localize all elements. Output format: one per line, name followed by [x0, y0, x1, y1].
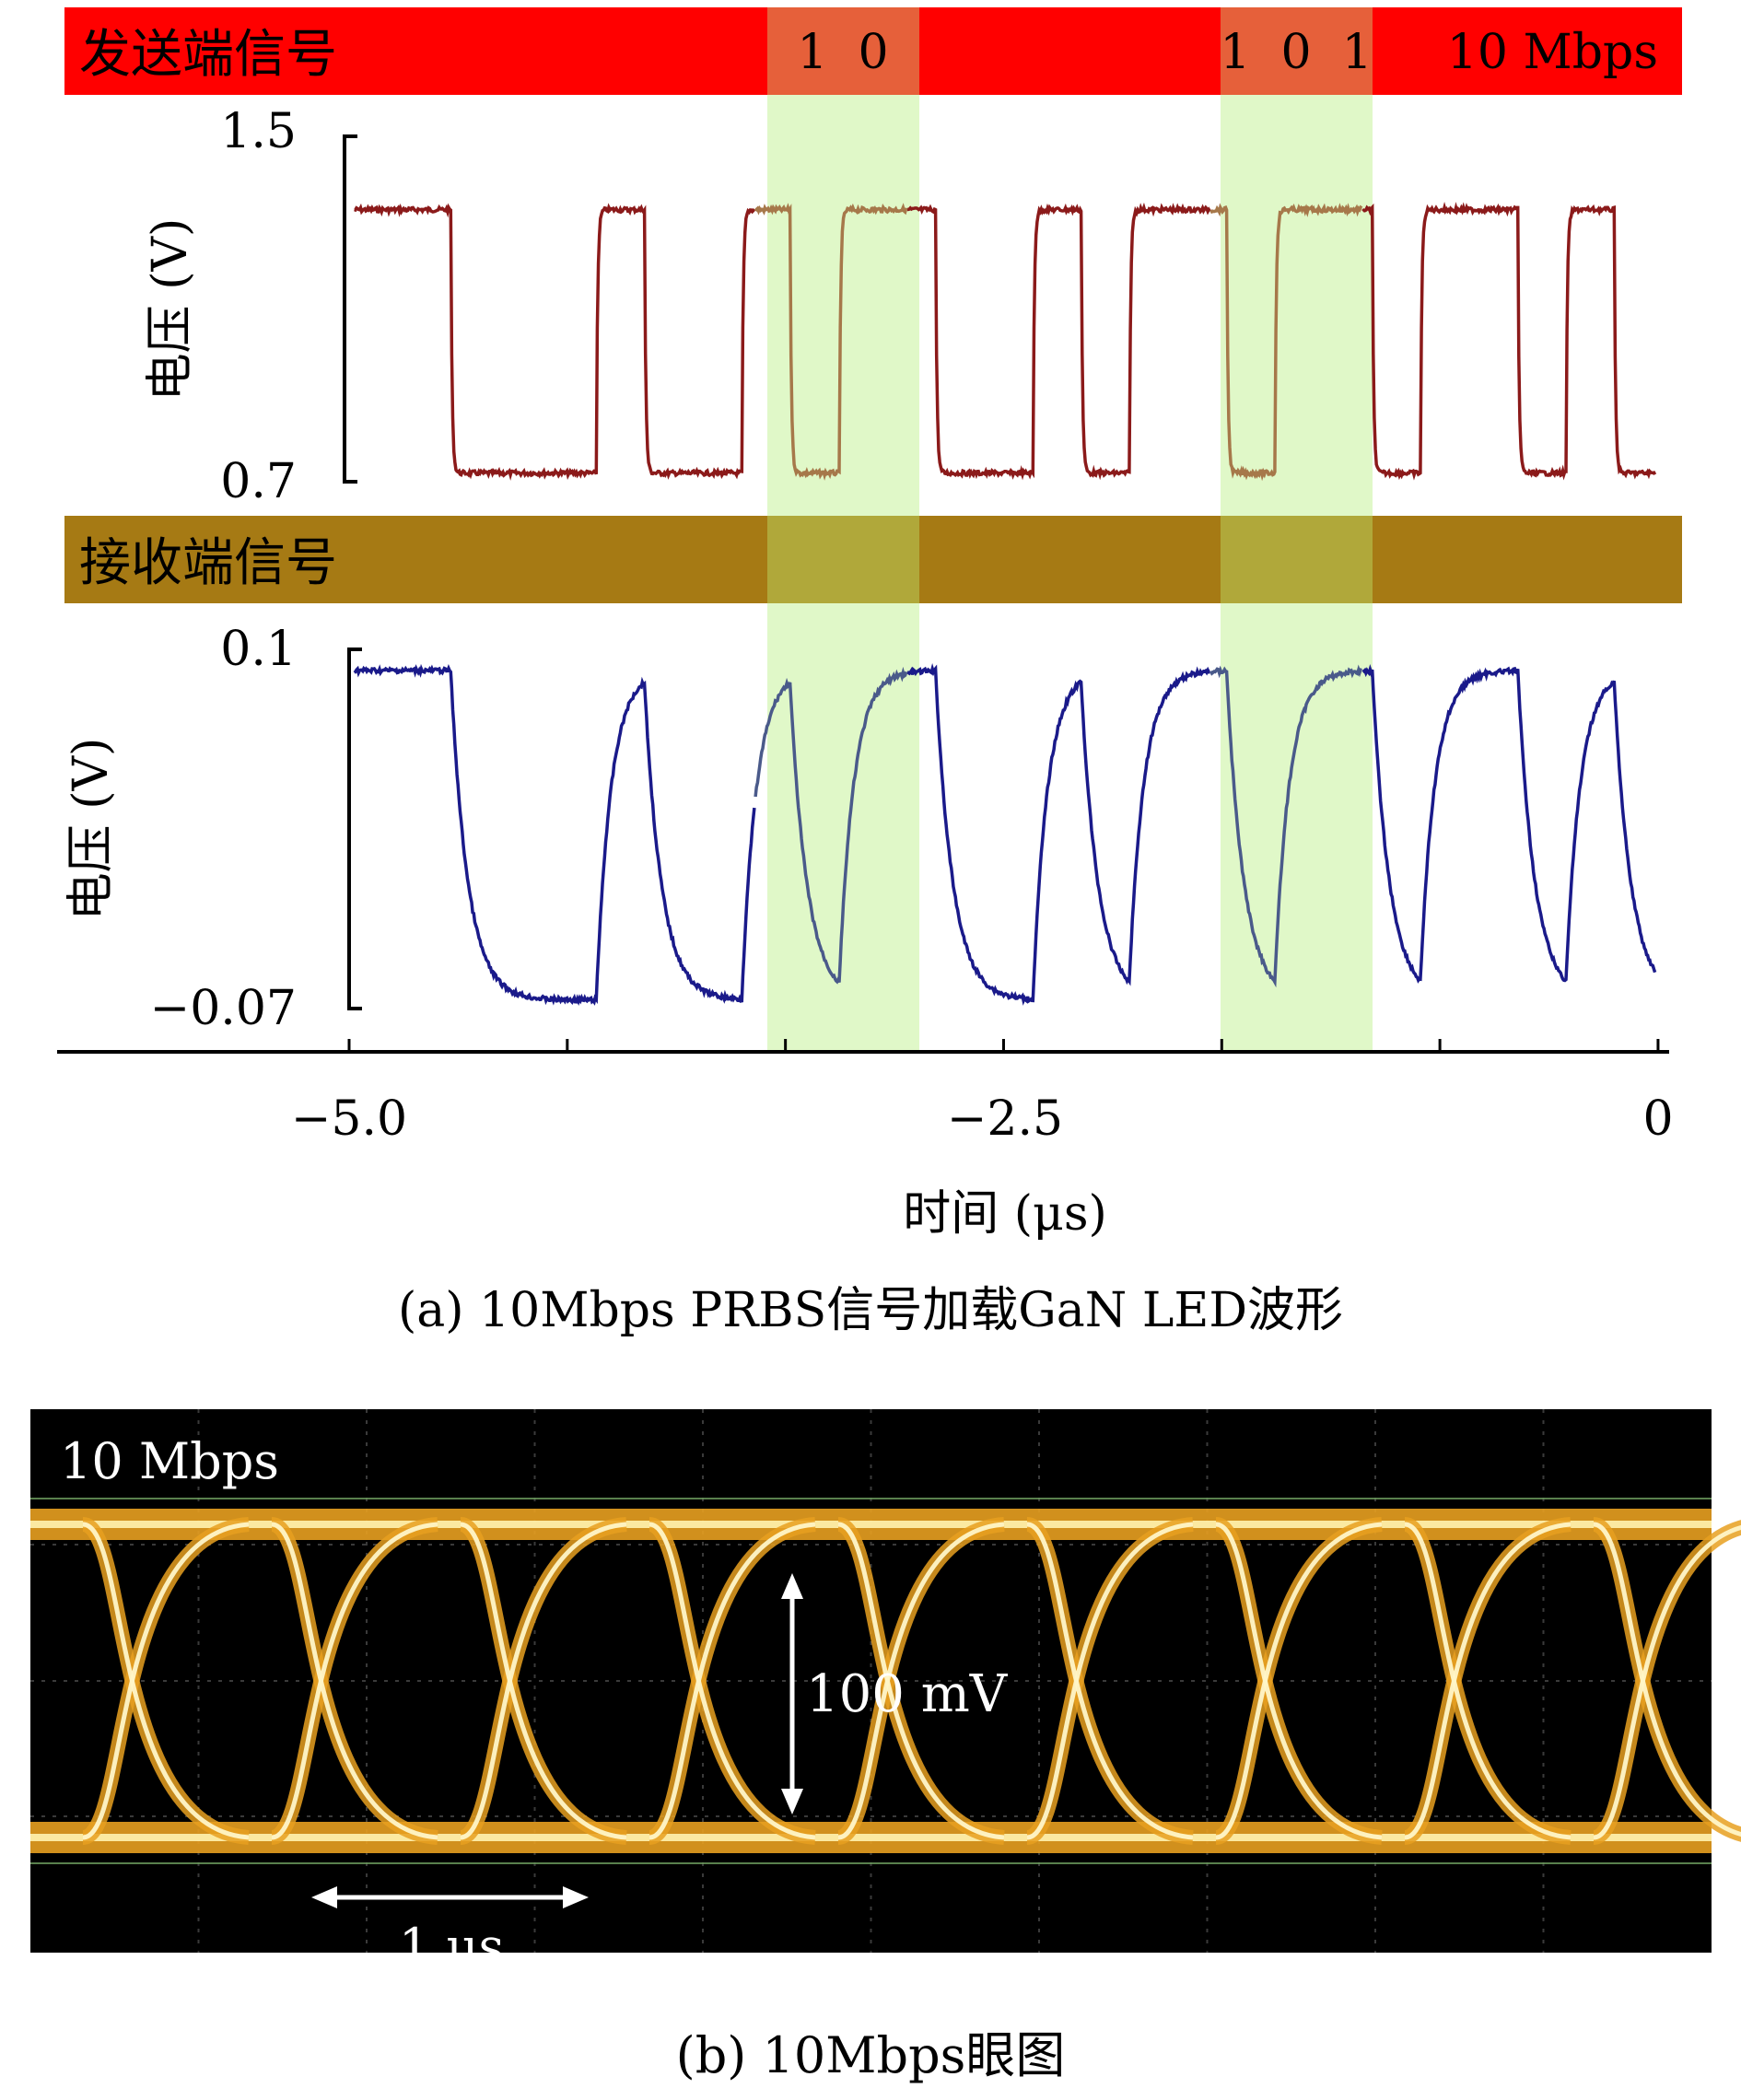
eye-fall-core [1404, 1522, 1572, 1840]
caption-a: (a) 10Mbps PRBS信号加载GaN LED波形 [398, 1283, 1343, 1338]
tx-band-highlight-1 [767, 7, 919, 95]
rate-label: 10 Mbps [1447, 25, 1658, 80]
amplitude-label: 100 mV [806, 1664, 1009, 1724]
panel-b-eye-diagram: 10 Mbps 100 mV 1 μs [30, 1409, 1741, 1976]
rx-ylabel: 电压 (V) [64, 738, 119, 921]
xtick-label-start: −5.0 [291, 1091, 407, 1147]
eye-fall-core [82, 1522, 250, 1840]
eye-fall-core [837, 1522, 1005, 1840]
rx-y-axis [347, 648, 362, 1010]
eye-fall-core [1026, 1522, 1194, 1840]
xtick-label-end: 0 [1642, 1091, 1673, 1147]
tx-trace [354, 202, 1657, 481]
rx-ytick-top: 0.1 [220, 622, 297, 677]
eye-traces [30, 1498, 1741, 1864]
tx-ylabel: 电压 (V) [143, 218, 198, 402]
eye-fall-core [1215, 1522, 1383, 1840]
x-axis-label: 时间 (μs) [903, 1186, 1107, 1242]
time-label: 1 μs [399, 1918, 504, 1976]
eye-fall-core [271, 1522, 438, 1840]
rx-band-label: 接收端信号 [79, 533, 337, 593]
tx-band-label: 发送端信号 [79, 25, 337, 85]
rx-trace [353, 663, 1657, 1006]
eye-fall-core [460, 1522, 627, 1840]
eye-fall-core [648, 1522, 816, 1840]
tx-trace-highlighted [754, 203, 1363, 482]
rx-ytick-bottom: −0.07 [150, 981, 297, 1036]
amplitude-arrow [781, 1573, 803, 1814]
tx-band-highlight-2 [1221, 7, 1373, 95]
eye-grid [30, 1409, 1712, 1953]
tx-ytick-bottom: 0.7 [220, 454, 297, 509]
caption-b: (b) 10Mbps眼图 [676, 2026, 1066, 2084]
x-axis-ticks [347, 1039, 1660, 1052]
tx-ytick-top: 1.5 [220, 104, 297, 159]
rx-band-highlight-1 [767, 516, 919, 603]
xtick-label-mid: −2.5 [947, 1091, 1063, 1147]
time-arrow [311, 1886, 589, 1908]
tx-bits-1: 1 0 [797, 25, 888, 80]
tx-y-axis [343, 134, 357, 484]
eye-rate-label: 10 Mbps [60, 1432, 279, 1490]
rx-trace-highlighted [754, 664, 1362, 988]
tx-bits-2: 1 0 1 [1220, 25, 1372, 80]
rx-band-highlight-2 [1221, 516, 1373, 603]
eye-fall-core [1593, 1522, 1741, 1838]
panel-a: 发送端信号 1 0 1 0 1 10 Mbps 1.5 0.7 电压 (V) 接… [57, 7, 1682, 1242]
